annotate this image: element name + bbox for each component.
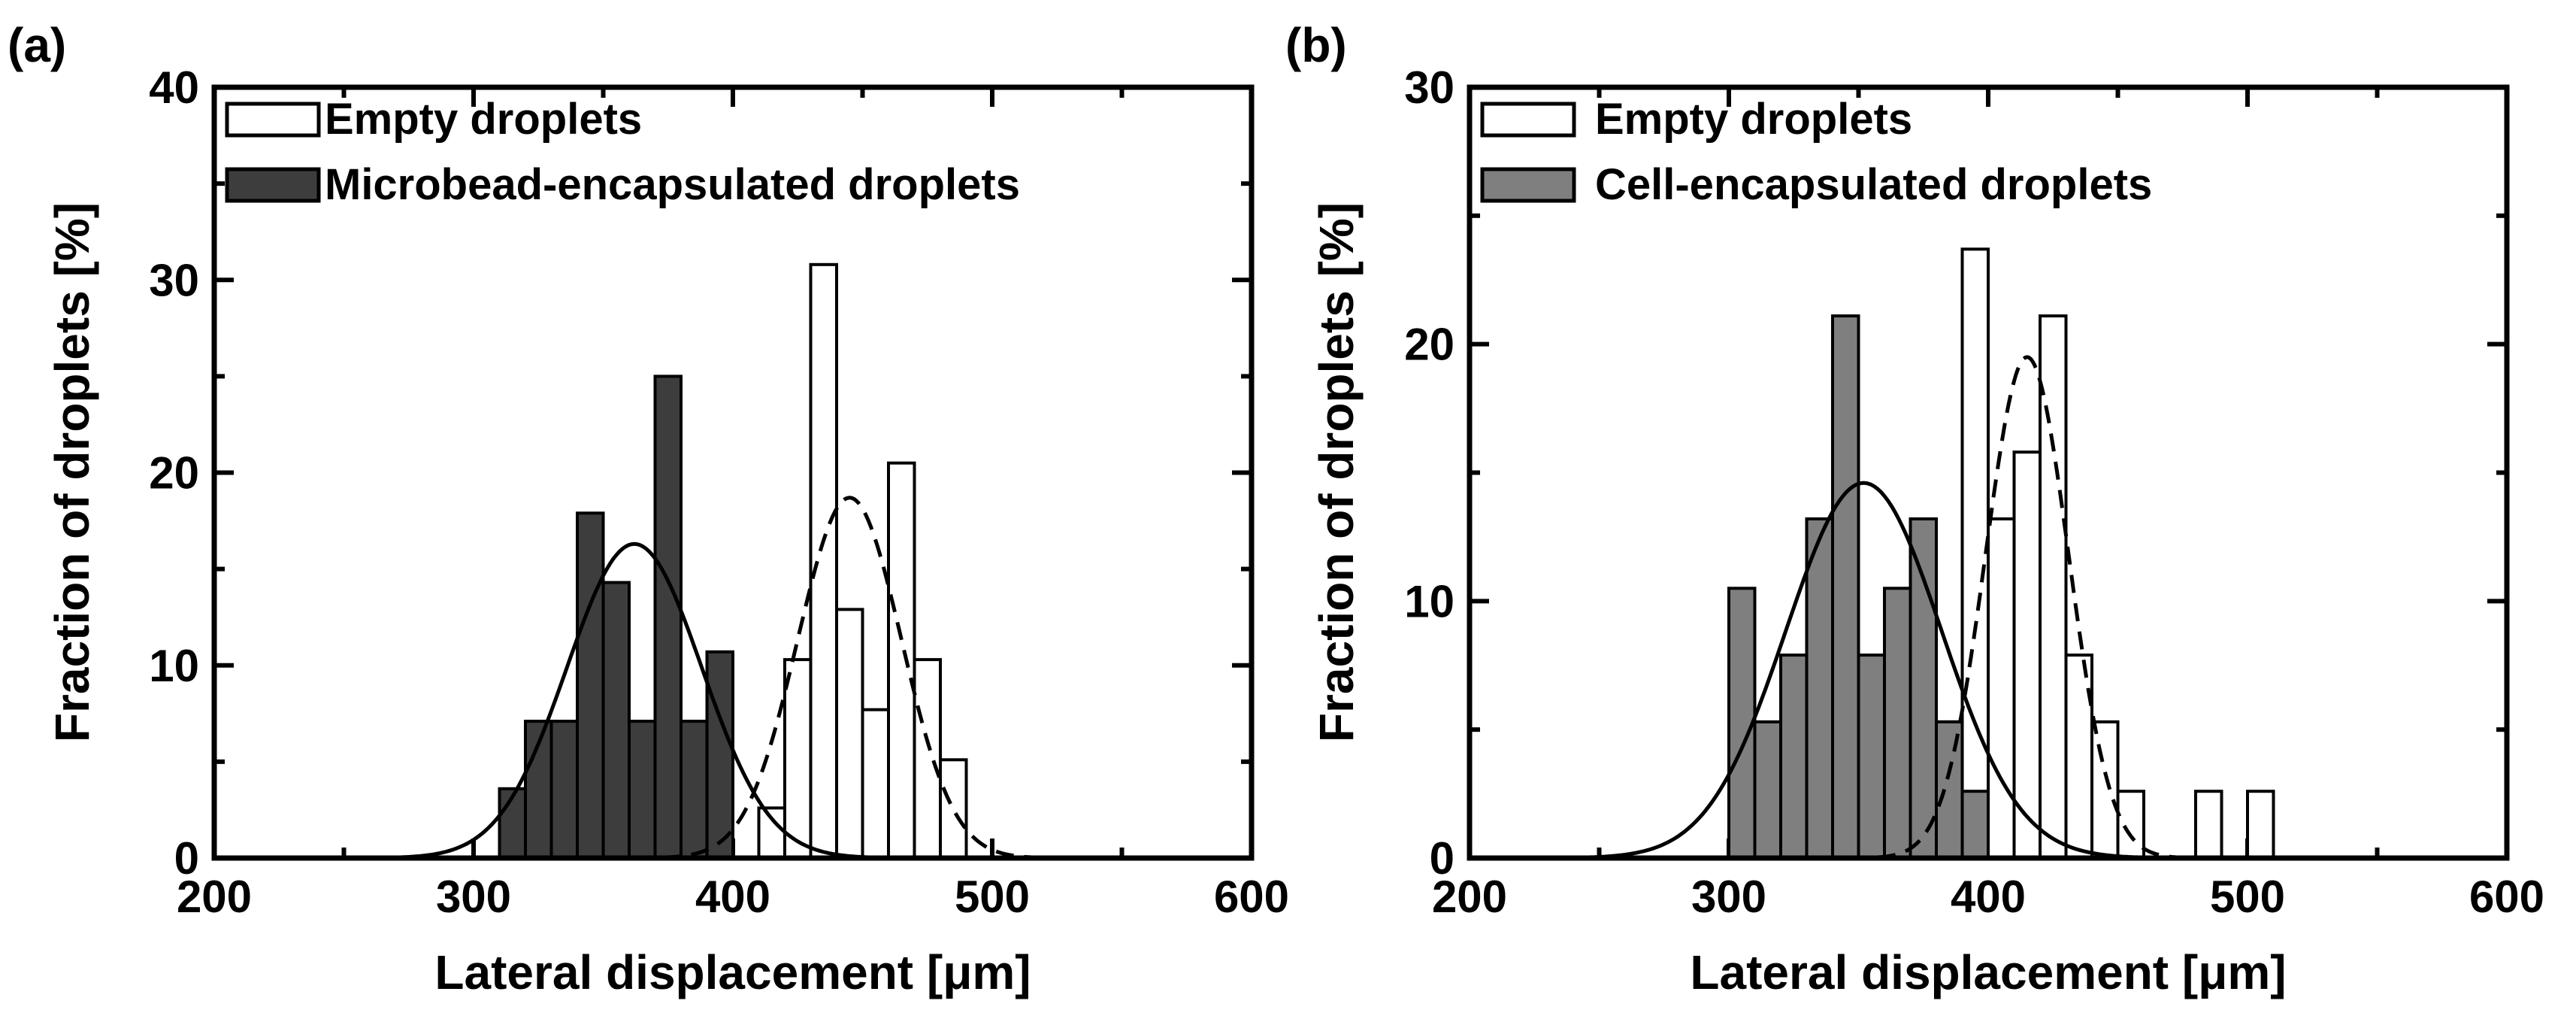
panel-b-plot-frame bbox=[1467, 84, 2510, 861]
panel-b-bar-s0-3 bbox=[2012, 450, 2042, 860]
panel-a-fit-curve-solid bbox=[391, 541, 877, 860]
panel-a-legend-label-empty: Empty droplets bbox=[325, 95, 642, 144]
panel-a-bar-s1-3 bbox=[576, 511, 605, 860]
panel-a-bar-s1-5 bbox=[628, 720, 657, 860]
panel-b-bar-s0-2 bbox=[1987, 517, 2016, 860]
panel-b-ytick-label-2: 20 bbox=[1404, 320, 1454, 370]
panel-b-ytick-label-0: 0 bbox=[1430, 833, 1454, 884]
panel-b-bar-s1-8 bbox=[1935, 720, 1964, 860]
panel-a-bar-s1-7 bbox=[680, 720, 709, 860]
panel-a-bar-s0-7 bbox=[939, 758, 968, 860]
panel-a-ytick-label-4: 40 bbox=[149, 62, 199, 113]
panel-b-bar-s1-4 bbox=[1831, 314, 1860, 860]
panel-b-bar-s0-9 bbox=[2246, 790, 2275, 860]
panel-b-bar-s0-5 bbox=[2064, 654, 2093, 860]
panel-a-xtick-label-3: 500 bbox=[955, 872, 1030, 922]
panel-b-xtick-label-0: 200 bbox=[1432, 872, 1507, 922]
panel-b-y-axis-title: Fraction of droplets [%] bbox=[1309, 202, 1364, 742]
panel-b-fit-curves bbox=[1583, 355, 2177, 860]
panel-a-bar-s0-3 bbox=[835, 608, 864, 860]
panel-a-ytick-label-2: 20 bbox=[149, 448, 199, 499]
panel-a-bar-s1-0 bbox=[498, 787, 527, 860]
panel-a-bar-s1-8 bbox=[705, 650, 734, 860]
panel-b-bar-s1-5 bbox=[1857, 654, 1886, 860]
panel-a-bar-s1-4 bbox=[601, 581, 631, 860]
panel-a-xtick-label-4: 600 bbox=[1214, 872, 1289, 922]
panel-a-xtick-label-0: 200 bbox=[177, 872, 252, 922]
panel-b-legend: Empty droplets Cell-encapsulated droplet… bbox=[1480, 95, 2152, 209]
panel-a-y-axis-title: Fraction of droplets [%] bbox=[45, 202, 99, 742]
panel-b-fit-curve-solid bbox=[1583, 481, 2145, 860]
panel-b-label: (b) bbox=[1285, 18, 1347, 72]
panel-b-bar-s0-8 bbox=[2194, 790, 2223, 860]
panel-a-bar-s0-6 bbox=[913, 658, 942, 860]
panel-b-legend-swatch-empty bbox=[1480, 102, 1576, 138]
panel-a-xtick-label-2: 400 bbox=[695, 872, 770, 922]
panel-b-legend-label-empty: Empty droplets bbox=[1595, 95, 1912, 144]
panel-b: (b) 200 300 400 500 600 0 10 20 30 Lateral displ… bbox=[1285, 18, 2544, 999]
panel-b-bar-s1-7 bbox=[1909, 517, 1938, 860]
panel-b-bar-s0-4 bbox=[2039, 314, 2068, 860]
panel-b-bar-s1-1 bbox=[1753, 720, 1782, 860]
panel-a-ytick-label-3: 30 bbox=[149, 255, 199, 305]
panel-b-ytick-label-3: 30 bbox=[1404, 62, 1454, 113]
panel-a-ytick-label-0: 0 bbox=[174, 833, 199, 884]
panel-a-legend-swatch-empty bbox=[225, 102, 321, 138]
panel-a-label: (a) bbox=[8, 18, 66, 72]
panel-a-x-axis-title: Lateral displacement [μm] bbox=[434, 945, 1031, 999]
panel-b-xtick-label-3: 500 bbox=[2210, 872, 2285, 922]
panel-a-fit-curve-dashed bbox=[662, 496, 1037, 860]
panel-a-bar-s1-6 bbox=[653, 375, 683, 860]
panel-b-legend-swatch-cell bbox=[1480, 167, 1576, 203]
panel-a-empty-bars bbox=[757, 262, 968, 860]
panel-b-bar-s0-7 bbox=[2116, 790, 2145, 860]
panel-b-xtick-label-1: 300 bbox=[1691, 872, 1766, 922]
panel-a-microbead-bars bbox=[498, 375, 734, 860]
panel-b-bar-s1-9 bbox=[1960, 790, 1990, 860]
panel-b-xtick-label-4: 600 bbox=[2469, 872, 2544, 922]
panel-b-tick-labels: 200 300 400 500 600 0 10 20 30 bbox=[1404, 62, 2544, 922]
panel-a-legend-swatch-microbead bbox=[225, 167, 321, 203]
panel-a-ytick-label-1: 10 bbox=[149, 641, 199, 691]
panel-b-xtick-label-2: 400 bbox=[1951, 872, 2026, 922]
panel-a-fit-curves bbox=[391, 496, 1037, 860]
panel-a: (a) 200 300 400 500 600 0 10 20 30 40 Lateral dis… bbox=[8, 18, 1289, 999]
panel-a-bar-s0-2 bbox=[809, 262, 838, 860]
panel-b-bar-s1-2 bbox=[1779, 654, 1809, 860]
panel-a-bar-s0-5 bbox=[887, 461, 916, 860]
panel-a-bar-s1-2 bbox=[549, 720, 579, 860]
panel-b-fit-curve-dashed bbox=[1877, 355, 2177, 860]
panel-b-cell-bars bbox=[1727, 314, 1990, 860]
panel-a-plot-frame bbox=[211, 84, 1255, 861]
panel-a-tick-labels: 200 300 400 500 600 0 10 20 30 40 bbox=[149, 62, 1289, 922]
panel-b-bar-s0-6 bbox=[2090, 720, 2120, 860]
panel-a-xtick-label-1: 300 bbox=[436, 872, 511, 922]
panel-b-legend-label-cell: Cell-encapsulated droplets bbox=[1595, 160, 2152, 209]
panel-a-bar-s0-4 bbox=[861, 708, 890, 860]
panel-b-bar-s1-6 bbox=[1883, 587, 1912, 860]
panel-b-ytick-label-1: 10 bbox=[1404, 576, 1454, 626]
panel-b-x-axis-title: Lateral displacement [μm] bbox=[1690, 945, 2286, 999]
panel-b-bar-s1-3 bbox=[1805, 517, 1834, 860]
panel-a-bar-s0-0 bbox=[757, 806, 786, 860]
panel-a-bar-s0-1 bbox=[783, 658, 813, 860]
panel-a-legend-label-microbead: Microbead-encapsulated droplets bbox=[325, 160, 1020, 209]
panel-a-legend: Empty droplets Microbead-encapsulated dr… bbox=[225, 95, 1020, 209]
